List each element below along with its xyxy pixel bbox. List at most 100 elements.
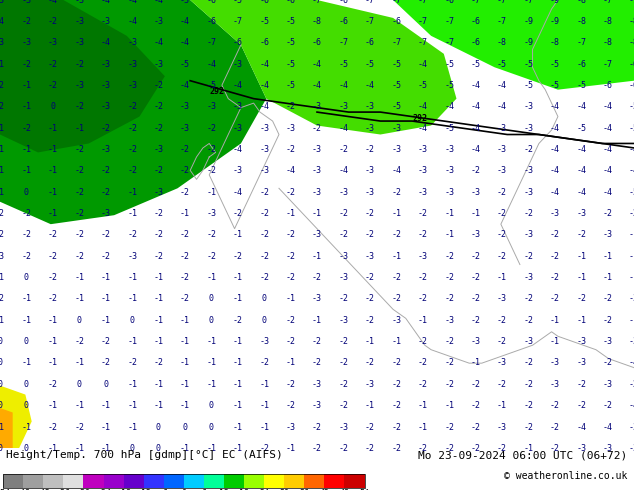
Text: -1: -1 xyxy=(101,316,111,325)
Text: -2: -2 xyxy=(391,359,401,368)
Text: -2: -2 xyxy=(339,294,349,303)
Text: -2: -2 xyxy=(48,294,58,303)
Text: -1: -1 xyxy=(497,273,507,282)
Text: -2: -2 xyxy=(365,316,375,325)
Text: -2: -2 xyxy=(497,209,507,218)
Text: -2: -2 xyxy=(444,359,454,368)
Text: -2: -2 xyxy=(339,145,349,154)
Text: -5: -5 xyxy=(206,81,216,90)
Text: -3: -3 xyxy=(523,188,533,196)
Text: -4: -4 xyxy=(470,145,481,154)
Text: -5: -5 xyxy=(550,60,560,69)
Text: 0: 0 xyxy=(24,188,29,196)
Text: 0: 0 xyxy=(129,444,134,453)
Text: -3: -3 xyxy=(101,145,111,154)
Text: -2: -2 xyxy=(180,166,190,175)
Text: -4: -4 xyxy=(365,81,375,90)
Text: -2: -2 xyxy=(101,230,111,239)
Text: -1: -1 xyxy=(206,337,216,346)
Text: -1: -1 xyxy=(74,273,84,282)
Text: 0: 0 xyxy=(0,380,3,389)
Text: -2: -2 xyxy=(391,380,401,389)
Text: -8: -8 xyxy=(497,38,507,47)
Text: -2: -2 xyxy=(523,294,533,303)
Text: -2: -2 xyxy=(444,273,454,282)
Text: -1: -1 xyxy=(470,359,481,368)
Text: 292: 292 xyxy=(209,87,224,97)
Text: 0: 0 xyxy=(156,444,161,453)
Text: -1: -1 xyxy=(206,380,216,389)
Text: -4: -4 xyxy=(550,123,560,133)
Text: -2: -2 xyxy=(48,17,58,26)
Text: -5: -5 xyxy=(497,60,507,69)
Text: -2: -2 xyxy=(523,380,533,389)
Text: -8: -8 xyxy=(629,17,634,26)
Text: -4: -4 xyxy=(180,17,190,26)
Text: -2: -2 xyxy=(629,209,634,218)
Text: 0: 0 xyxy=(24,401,29,410)
Text: -2: -2 xyxy=(523,422,533,432)
Text: -2: -2 xyxy=(127,166,137,175)
Text: -1: -1 xyxy=(74,401,84,410)
Text: -4: -4 xyxy=(602,422,612,432)
Text: -7: -7 xyxy=(312,0,322,4)
Text: -2: -2 xyxy=(497,230,507,239)
Text: -1: -1 xyxy=(233,422,243,432)
Text: -2: -2 xyxy=(259,273,269,282)
Text: -2: -2 xyxy=(550,273,560,282)
Text: -4: -4 xyxy=(470,123,481,133)
Bar xyxy=(304,474,325,488)
Text: -3: -3 xyxy=(576,444,586,453)
Bar xyxy=(103,474,124,488)
Text: -2: -2 xyxy=(153,230,164,239)
Text: -1: -1 xyxy=(602,252,612,261)
Text: -2: -2 xyxy=(127,102,137,111)
Text: -3: -3 xyxy=(602,230,612,239)
Text: -2: -2 xyxy=(365,444,375,453)
Text: -3: -3 xyxy=(576,209,586,218)
Text: -2: -2 xyxy=(602,401,612,410)
Text: -3: -3 xyxy=(101,102,111,111)
Text: -1: -1 xyxy=(74,294,84,303)
Text: -1: -1 xyxy=(101,273,111,282)
Text: -1: -1 xyxy=(180,380,190,389)
Text: -1: -1 xyxy=(0,60,5,69)
Text: -1: -1 xyxy=(153,294,164,303)
Text: -1: -1 xyxy=(391,252,401,261)
Text: -3: -3 xyxy=(312,188,322,196)
Text: -4: -4 xyxy=(470,81,481,90)
Text: -1: -1 xyxy=(629,230,634,239)
Text: -6: -6 xyxy=(470,38,481,47)
Text: -5: -5 xyxy=(444,81,454,90)
Text: -2: -2 xyxy=(312,273,322,282)
Text: -2: -2 xyxy=(312,123,322,133)
Text: -5: -5 xyxy=(285,60,295,69)
Text: -4: -4 xyxy=(418,60,428,69)
Text: 24: 24 xyxy=(259,489,269,490)
Text: -3: -3 xyxy=(48,38,58,47)
Text: -5: -5 xyxy=(444,60,454,69)
Text: -3: -3 xyxy=(233,123,243,133)
Text: -2: -2 xyxy=(74,166,84,175)
Text: -2: -2 xyxy=(523,401,533,410)
Text: -7: -7 xyxy=(444,38,454,47)
Text: -1: -1 xyxy=(523,444,533,453)
Text: -2: -2 xyxy=(127,145,137,154)
Text: -2: -2 xyxy=(22,209,32,218)
Text: -4: -4 xyxy=(497,81,507,90)
Text: -6: -6 xyxy=(391,17,401,26)
Text: -2: -2 xyxy=(22,252,32,261)
Text: -1: -1 xyxy=(127,422,137,432)
Text: -3: -3 xyxy=(497,166,507,175)
Text: -3: -3 xyxy=(444,166,454,175)
Polygon shape xyxy=(190,0,456,135)
Text: -6: -6 xyxy=(576,60,586,69)
Polygon shape xyxy=(0,0,266,224)
Text: -3: -3 xyxy=(74,17,84,26)
Text: -7: -7 xyxy=(602,60,612,69)
Text: -2: -2 xyxy=(497,380,507,389)
Text: -2: -2 xyxy=(602,316,612,325)
Text: -2: -2 xyxy=(180,273,190,282)
Text: -9: -9 xyxy=(629,0,634,4)
Text: -2: -2 xyxy=(523,252,533,261)
